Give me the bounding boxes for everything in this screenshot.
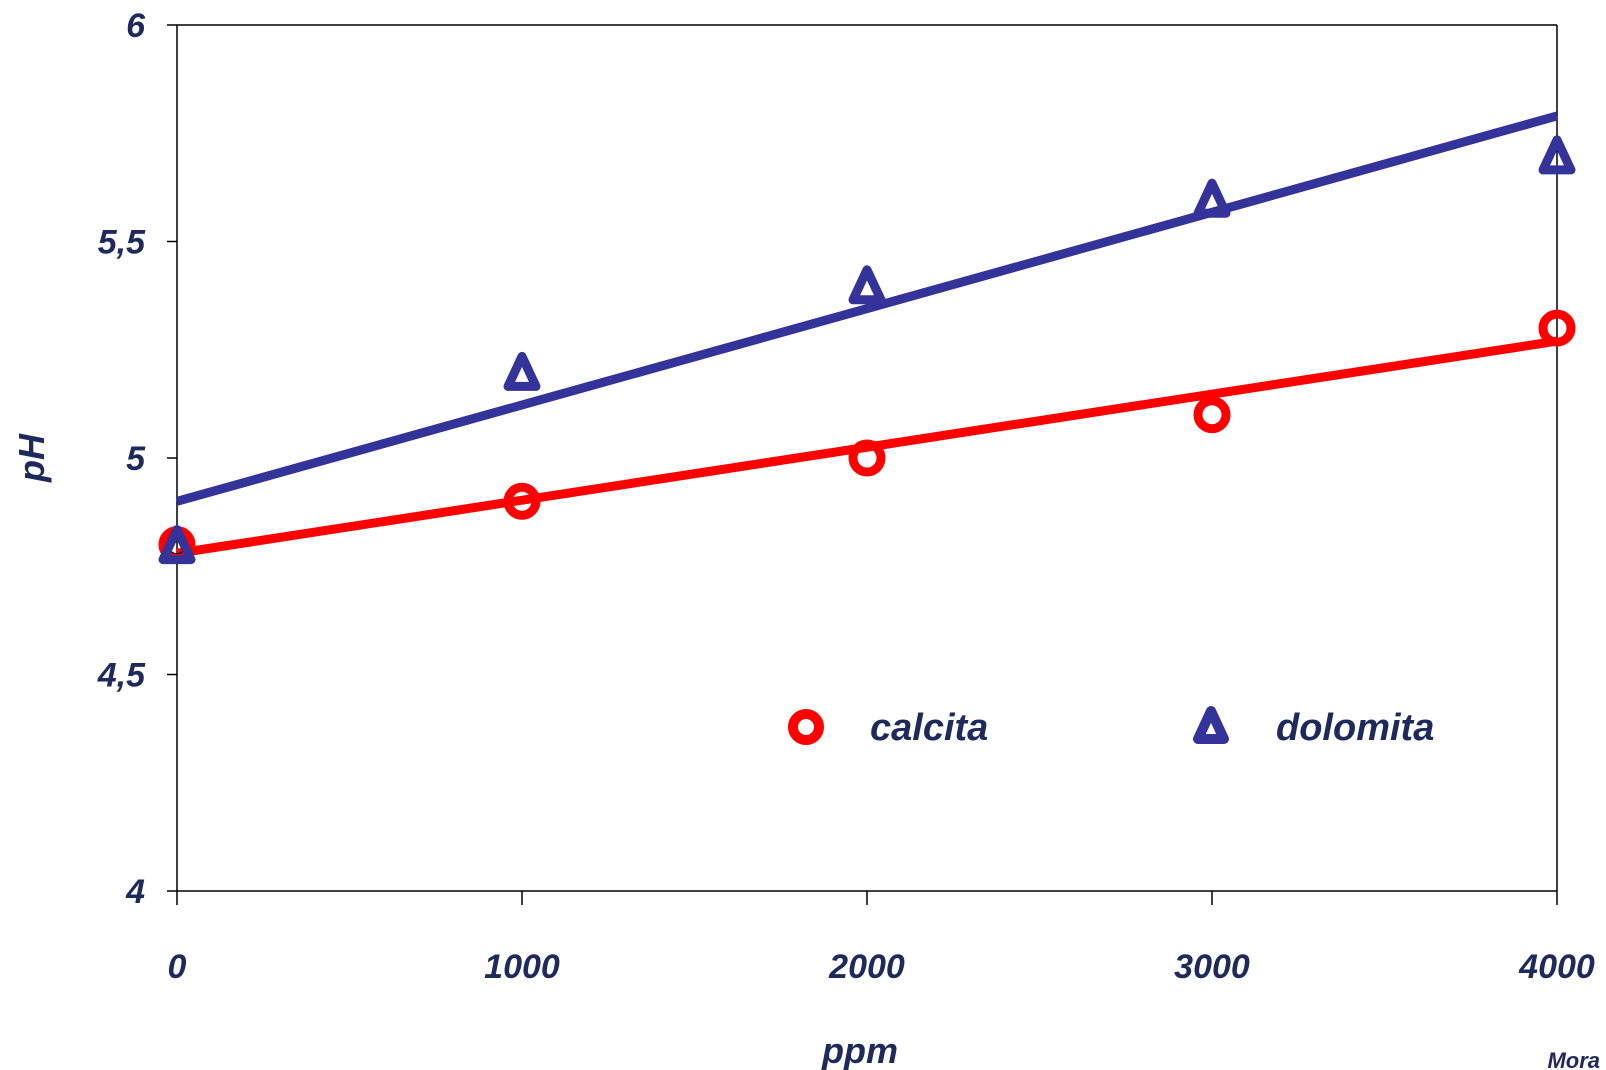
y-tick-label: 4,5 (97, 657, 146, 695)
x-tick-label: 0 (168, 948, 187, 986)
y-tick-label: 5 (126, 440, 146, 478)
y-tick-label: 6 (126, 7, 146, 45)
point-calcita (503, 482, 541, 520)
point-dolomita (158, 525, 196, 565)
legend-marker-calcita (788, 709, 824, 745)
legend-label-dolomita: dolomita (1276, 707, 1434, 749)
x-tick-label: 2000 (828, 948, 905, 986)
x-ticks: 0 1000 2000 3000 4000 (168, 891, 1595, 986)
y-tick-label: 4 (125, 873, 145, 911)
point-dolomita (1193, 178, 1231, 218)
point-calcita (848, 439, 886, 477)
legend-label-calcita: calcita (870, 707, 988, 749)
credit-annotation: Mora (1547, 1048, 1600, 1070)
legend-item-dolomita: dolomita (1193, 706, 1434, 749)
point-dolomita (848, 265, 886, 305)
y-ticks: 4 4,5 5 5,5 6 (97, 7, 177, 911)
x-axis-title: ppm (821, 1030, 898, 1070)
legend-marker-dolomita (1193, 706, 1229, 744)
point-calcita (1193, 396, 1231, 434)
plot-area (176, 24, 1558, 892)
x-tick-label: 4000 (1518, 948, 1595, 986)
point-calcita (1538, 309, 1576, 347)
point-dolomita (1538, 135, 1576, 175)
y-axis-title: pH (11, 433, 52, 483)
trendlines (175, 111, 1559, 558)
data-points (158, 135, 1576, 565)
x-tick-label: 1000 (484, 948, 560, 986)
legend: calcita dolomita (788, 706, 1434, 749)
legend-item-calcita: calcita (788, 707, 988, 749)
trendline-dolomita (175, 111, 1559, 506)
y-tick-label: 5,5 (98, 224, 146, 262)
x-tick-label: 3000 (1174, 948, 1250, 986)
point-dolomita (503, 351, 541, 391)
